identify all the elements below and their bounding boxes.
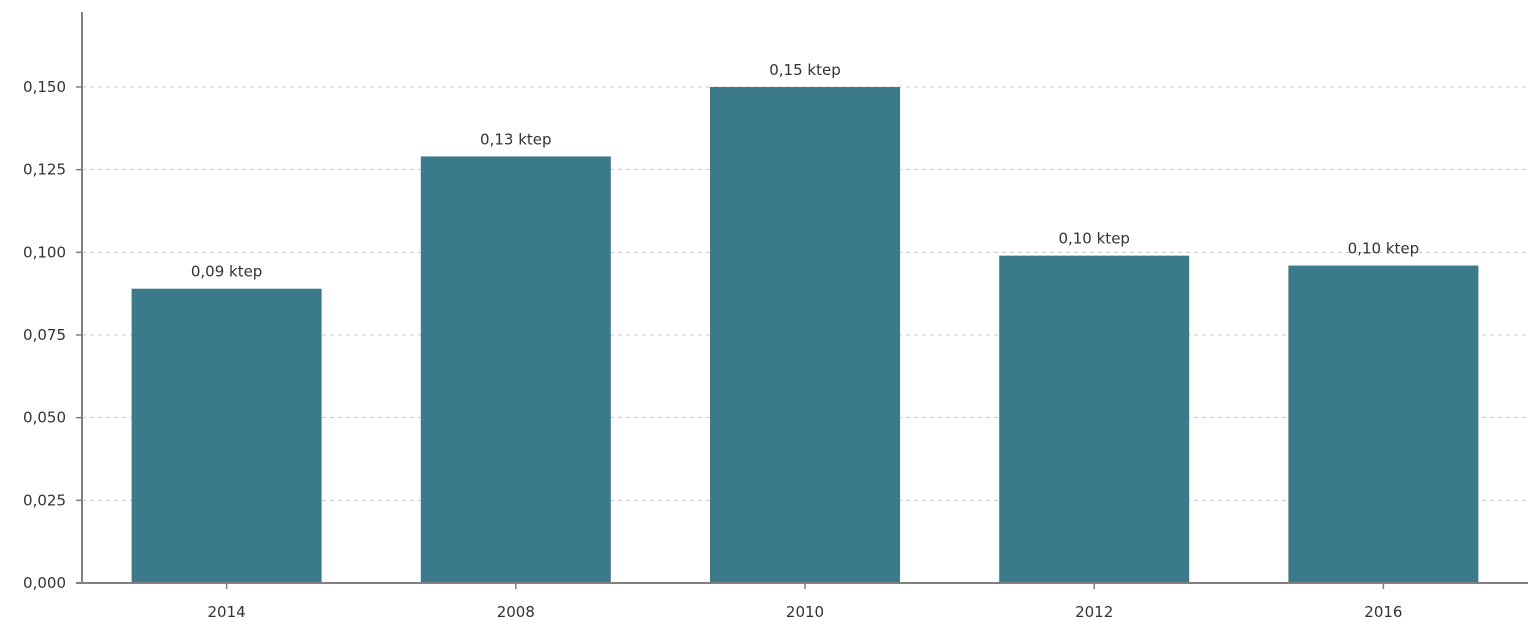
data-labels: 0,09 ktep 0,13 ktep 0,15 ktep 0,10 ktep 0,10… (191, 61, 1419, 281)
bars (131, 87, 1479, 583)
data-label: 0,15 ktep (769, 61, 840, 79)
x-tick-label: 2010 (786, 603, 824, 620)
x-tick-label: 2016 (1364, 603, 1402, 620)
axes (76, 12, 1528, 589)
bar (710, 87, 900, 583)
y-tick-label: 0,125 (23, 161, 66, 179)
data-label: 0,09 ktep (191, 263, 262, 281)
x-tick-label: 2008 (497, 603, 535, 620)
x-tick-label: 2014 (208, 603, 246, 620)
bar (131, 288, 322, 583)
y-tick-label: 0,025 (23, 491, 66, 509)
y-tick-label: 0,075 (23, 326, 66, 344)
bar (1288, 265, 1479, 583)
y-tick-label: 0,150 (23, 78, 66, 96)
data-label: 0,10 ktep (1348, 240, 1419, 258)
y-tick-label: 0,000 (23, 574, 66, 592)
bar (999, 255, 1190, 583)
x-tick-label: 2012 (1075, 603, 1113, 620)
bar (420, 156, 611, 583)
y-tick-label: 0,050 (23, 409, 66, 427)
y-tick-label: 0,100 (23, 243, 66, 261)
data-label: 0,10 ktep (1058, 230, 1129, 248)
x-tick-labels: 2014 2008 2010 2012 2016 (208, 603, 1403, 620)
data-label: 0,13 ktep (480, 130, 551, 148)
y-tick-labels: 0,000 0,025 0,050 0,075 0,100 0,125 0,150 (23, 78, 66, 592)
